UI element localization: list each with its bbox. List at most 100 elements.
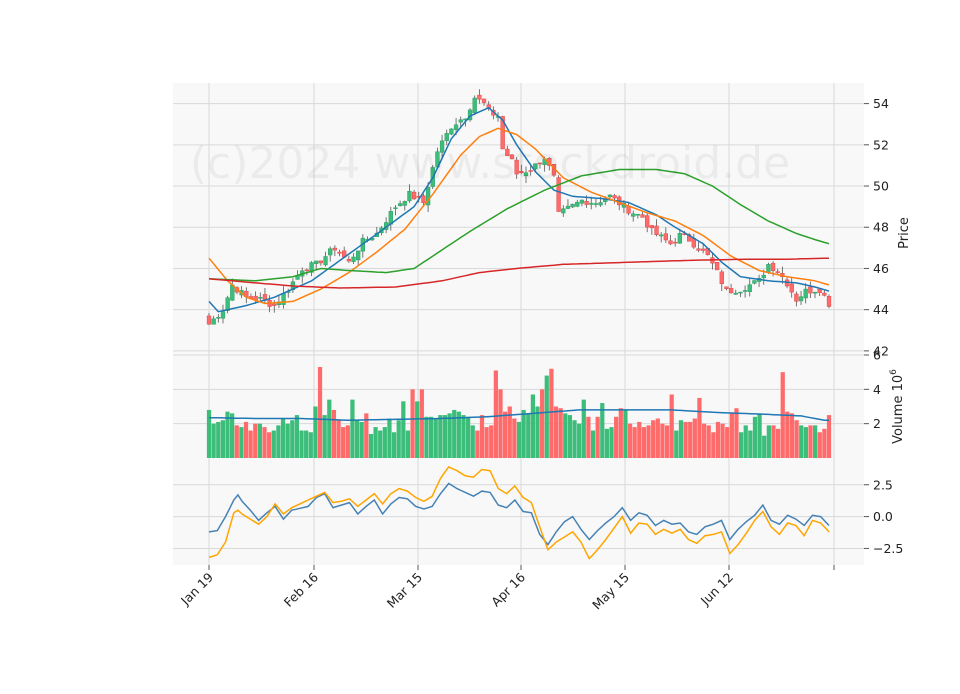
volume-bar (651, 420, 656, 458)
candle-body (258, 297, 263, 299)
candle-body (742, 290, 748, 292)
candle (826, 294, 832, 309)
volume-bar (225, 411, 230, 458)
x-tick-label: Apr 16 (488, 569, 528, 609)
candle-body (523, 172, 529, 177)
volume-bar (248, 430, 253, 458)
volume-bar (350, 399, 355, 458)
candle (505, 145, 510, 156)
candle-body (402, 201, 407, 206)
candle-body (719, 271, 724, 285)
volume-bar (299, 430, 304, 458)
volume-bar (401, 401, 406, 458)
candle-body (309, 262, 314, 273)
volume-bar (789, 413, 795, 458)
candle-body (397, 203, 403, 207)
volume-bar (623, 409, 628, 458)
volume-bar (725, 427, 730, 458)
volume-bar (535, 406, 540, 458)
volume-bar (822, 428, 827, 458)
candle (393, 204, 398, 216)
volume-bar (447, 413, 452, 458)
volume-bar (549, 368, 554, 458)
candle-body (770, 263, 776, 271)
candle-body (673, 241, 678, 244)
candle-body (575, 201, 580, 207)
volume-bar (428, 416, 434, 458)
candle-body (696, 248, 701, 251)
candle (649, 224, 655, 235)
candle-body (803, 288, 808, 299)
moving-average-line (208, 257, 830, 289)
candle-body (565, 205, 571, 209)
volume-bar (345, 425, 350, 458)
volume-bar (290, 420, 295, 458)
candle-body (323, 256, 328, 266)
candle (812, 291, 818, 299)
candle-body (798, 296, 804, 302)
candle (220, 304, 226, 324)
volume-bar (544, 375, 549, 458)
candle-body (477, 94, 482, 100)
volume-bar (664, 425, 670, 458)
volume-bar (540, 389, 545, 458)
volume-bar (391, 432, 397, 458)
candle-body (775, 271, 780, 273)
candle-body (724, 286, 729, 289)
candle-body (472, 97, 477, 113)
x-tick-label: Feb 16 (281, 569, 321, 609)
volume-bar (230, 413, 235, 458)
candle (314, 260, 319, 271)
candle-body (220, 311, 226, 319)
candle-body (687, 234, 692, 242)
moving-averages (208, 106, 830, 313)
candle-body (700, 248, 706, 251)
candle-body (537, 162, 543, 165)
volume-bar (503, 411, 508, 458)
candle (612, 193, 617, 204)
price-tick-label: 44 (873, 302, 889, 317)
candle (346, 255, 351, 263)
candle-body (458, 119, 463, 123)
volume-bar (493, 370, 498, 458)
candle (407, 184, 412, 203)
candle (589, 196, 594, 210)
volume-bar (341, 427, 346, 458)
candle (775, 268, 780, 274)
volume-bar (813, 425, 818, 458)
volume-bar (826, 415, 832, 458)
volume-bar (479, 415, 485, 458)
candle-body (356, 250, 361, 261)
price-axis-label: Price (897, 217, 912, 249)
candle-body (561, 208, 566, 214)
volume-bar (692, 418, 697, 458)
candle (733, 289, 738, 296)
volume-bar (442, 415, 448, 458)
volume-tick-label: 4 (873, 382, 881, 397)
volume-bar (738, 432, 744, 458)
candle (411, 189, 417, 201)
candle (747, 278, 752, 297)
candle (556, 175, 561, 212)
volume-bar (498, 389, 503, 458)
volume-bar (614, 416, 619, 458)
volume-bar (734, 408, 739, 458)
candle-body (645, 215, 650, 228)
candle-body (304, 269, 310, 272)
candle-body (411, 191, 417, 200)
candle-body (579, 199, 585, 204)
x-tick-label: Jun 12 (697, 570, 736, 609)
volume-bar (516, 421, 522, 458)
candle (822, 290, 827, 297)
candle (654, 219, 659, 237)
volume-bar (419, 389, 424, 458)
volume-bar (785, 411, 790, 458)
candle-body (570, 203, 575, 208)
candle (789, 276, 794, 298)
indicator-axis: −2.5 0.0 2.5 (864, 477, 903, 556)
moving-average-line (208, 106, 830, 313)
candle-body (747, 284, 752, 292)
candle (738, 291, 743, 298)
volume-bar (803, 427, 808, 458)
candle-body (635, 214, 641, 216)
